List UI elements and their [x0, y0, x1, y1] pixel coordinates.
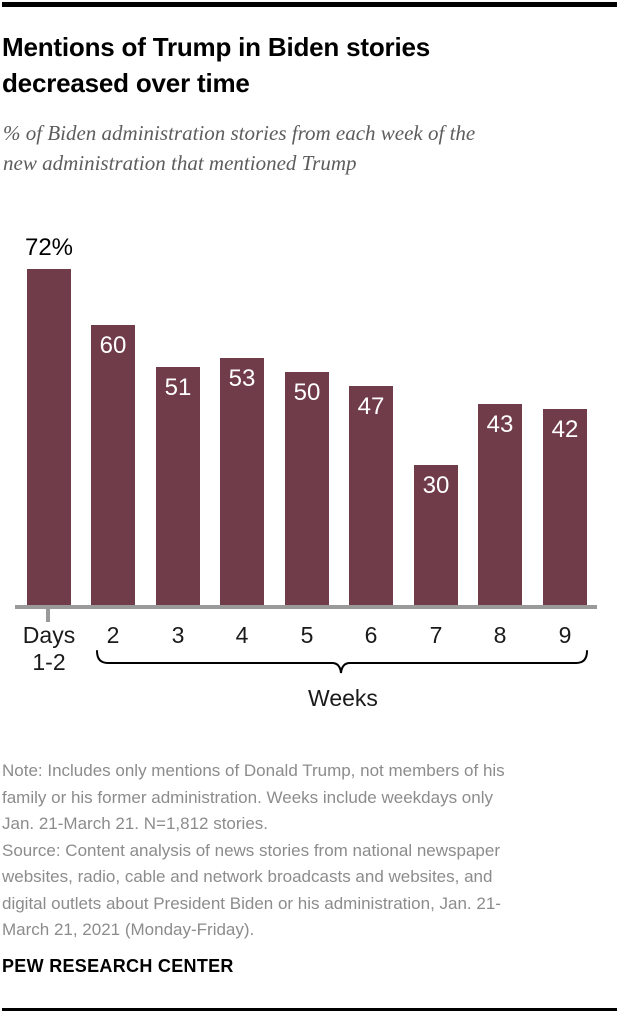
bar-value-label: 47 — [357, 393, 385, 420]
note-line: Note: Includes only mentions of Donald T… — [2, 761, 505, 780]
bar-value-label: 60 — [99, 332, 127, 359]
chart-title: Mentions of Trump in Biden stories decre… — [2, 29, 614, 101]
x-axis-label: 2 — [106, 622, 120, 648]
chart-subtitle: % of Biden administration stories from e… — [3, 118, 615, 178]
chart-notes: Note: Includes only mentions of Donald T… — [2, 758, 616, 944]
bar-7: 30 — [414, 465, 458, 605]
bar-value-label: 50 — [293, 379, 321, 406]
top-divider — [2, 2, 617, 7]
x-axis-tick-days — [46, 609, 50, 622]
bar-8: 43 — [478, 404, 522, 605]
bar-chart: 72% 60 51 53 50 47 30 43 42 Days 1-2 2 3 4 5 6 7 8 9 Week… — [9, 234, 597, 711]
note-line: websites, radio, cable and network broad… — [2, 867, 493, 886]
note-line: digital outlets about President Biden or… — [2, 893, 501, 913]
bar-value-label: 30 — [422, 472, 450, 499]
chart-subtitle-line: % of Biden administration stories from e… — [3, 121, 476, 145]
x-axis-label-line: 1-2 — [32, 649, 66, 675]
x-axis-label: 4 — [235, 622, 249, 648]
x-axis-label: Days 1-2 — [9, 622, 89, 676]
bar-4: 53 — [220, 358, 264, 605]
x-axis-label: 7 — [429, 622, 443, 648]
bar-value-label: 72% — [24, 234, 74, 261]
bar-value-label: 51 — [164, 374, 192, 401]
x-axis-label: 3 — [171, 622, 185, 648]
chart-title-line: Mentions of Trump in Biden stories — [2, 32, 431, 62]
x-axis-label: 8 — [493, 622, 507, 648]
x-axis-label: 9 — [558, 622, 572, 648]
x-axis-label: 6 — [364, 622, 378, 648]
bar-value-label: 53 — [228, 365, 256, 392]
bar-value-label: 43 — [486, 411, 514, 438]
chart-title-line: decreased over time — [2, 68, 250, 98]
bar-days-1-2 — [27, 269, 71, 605]
bar-5: 50 — [285, 372, 329, 605]
weeks-bracket — [96, 650, 588, 674]
bar-6: 47 — [349, 386, 393, 605]
bottom-divider — [2, 1008, 617, 1011]
x-axis-line — [15, 605, 597, 609]
bar-3: 51 — [156, 367, 200, 605]
bar-9: 42 — [543, 409, 587, 605]
bar-2: 60 — [91, 325, 135, 605]
x-axis-label-line: Days — [22, 622, 76, 648]
chart-subtitle-line: new administration that mentioned Trump — [3, 151, 357, 175]
x-axis-group-label: Weeks — [308, 685, 378, 711]
note-line: March 21, 2021 (Monday-Friday). — [2, 920, 255, 939]
bar-value-label: 42 — [551, 416, 579, 443]
note-line: family or his former administration. Wee… — [2, 787, 493, 807]
pew-research-center-wordmark: PEW RESEARCH CENTER — [2, 956, 234, 976]
note-line: Jan. 21-March 21. N=1,812 stories. — [2, 814, 268, 833]
note-line: Source: Content analysis of news stories… — [2, 840, 500, 860]
x-axis-label: 5 — [300, 622, 314, 648]
